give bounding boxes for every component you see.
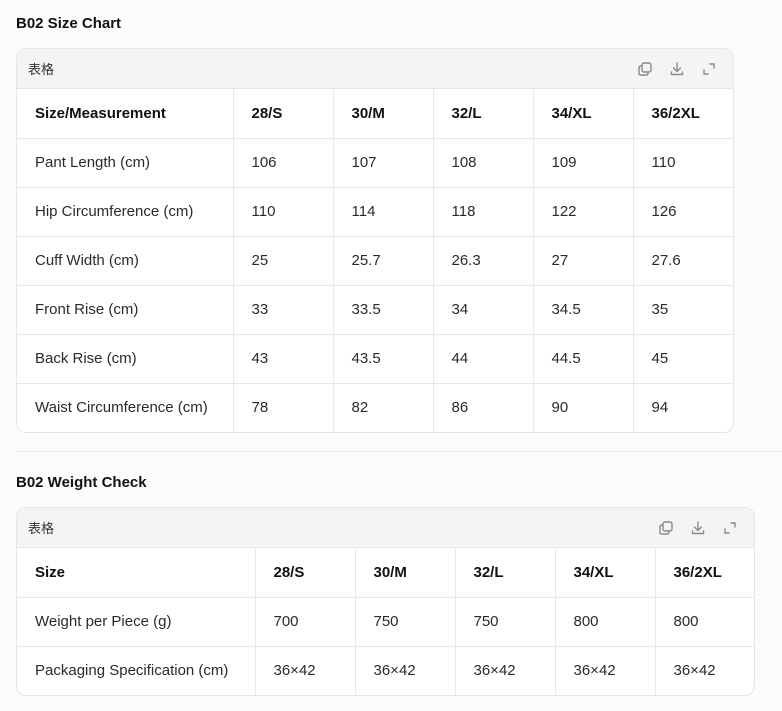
section-divider (16, 451, 782, 452)
table-cell: 94 (651, 399, 669, 417)
table-cell: Pant Length (cm) (17, 138, 234, 188)
weight-check-table: Size 28/S 30/M 32/L 34/XL 36/2XL Weight … (17, 548, 754, 695)
table-header-row: Size 28/S 30/M 32/L 34/XL 36/2XL (17, 548, 754, 598)
table-cell: 114 (333, 187, 434, 237)
table-cell: 126 (633, 187, 733, 237)
table-cell: 26.3 (433, 236, 534, 286)
column-header: 28/S (255, 548, 356, 598)
table-cell: 36×42 (555, 646, 656, 695)
column-header: 34/XL (533, 89, 634, 139)
table-header-row: Size/Measurement 28/S 30/M 32/L 34/XL 36… (17, 89, 733, 139)
table-cell: Waist Circumference (cm) (17, 383, 234, 432)
table-cell: 27 (533, 236, 634, 286)
table-cell: 34 (433, 285, 534, 335)
table-row: Hip Circumference (cm) 110 114 118 122 1… (17, 187, 733, 237)
table-row: Weight per Piece (g) 700 750 750 800 800 (17, 597, 754, 647)
table-cell: 82 (333, 383, 434, 432)
table-cell: 35 (633, 285, 733, 335)
table-cell: 800 (655, 597, 754, 647)
table-cell: 700 (255, 597, 356, 647)
table-cell: 86 (433, 383, 534, 432)
table-cell: 44 (433, 334, 534, 384)
table-cell: 118 (433, 187, 534, 237)
table-cell: Packaging Specification (cm) (17, 646, 256, 695)
table-cell: 36×42 (455, 646, 556, 695)
table-cell: 36×42 (673, 662, 716, 680)
column-header: 36/2XL (655, 548, 754, 598)
weight-check-title: B02 Weight Check (16, 474, 147, 491)
size-chart-card-header: 表格 (17, 49, 733, 89)
table-cell: 36×42 (255, 646, 356, 695)
download-icon[interactable] (667, 59, 687, 79)
expand-icon[interactable] (699, 59, 719, 79)
column-header: 34/XL (555, 548, 656, 598)
table-cell: 43 (233, 334, 334, 384)
table-cell: 44.5 (533, 334, 634, 384)
table-cell: 25 (233, 236, 334, 286)
table-cell: Weight per Piece (g) (17, 597, 256, 647)
size-chart-card: 表格 Size/Measurement 28/S 30/M 32/L 34/XL (16, 48, 734, 433)
column-header: 28/S (233, 89, 334, 139)
table-row: Pant Length (cm) 106 107 108 109 110 (17, 138, 733, 188)
download-icon[interactable] (688, 518, 708, 538)
table-cell: 34.5 (533, 285, 634, 335)
table-cell: Back Rise (cm) (17, 334, 234, 384)
table-cell: 78 (233, 383, 334, 432)
size-chart-table: Size/Measurement 28/S 30/M 32/L 34/XL 36… (17, 89, 733, 432)
card-label: 表格 (28, 63, 55, 78)
table-cell: 110 (633, 138, 733, 188)
table-cell: 122 (533, 187, 634, 237)
table-cell: 45 (633, 334, 733, 384)
column-header: Size (17, 548, 256, 598)
column-header: 30/M (355, 548, 456, 598)
table-cell: Hip Circumference (cm) (17, 187, 234, 237)
column-header: 36/2XL (633, 89, 733, 139)
card-toolbar (635, 59, 719, 79)
column-header: Size/Measurement (17, 89, 234, 139)
size-chart-title: B02 Size Chart (16, 15, 122, 32)
table-cell: Front Rise (cm) (17, 285, 234, 335)
table-cell: 43.5 (333, 334, 434, 384)
table-cell: 106 (233, 138, 334, 188)
table-cell: 27.6 (633, 236, 733, 286)
table-cell: 108 (433, 138, 534, 188)
expand-icon[interactable] (720, 518, 740, 538)
column-header: 30/M (333, 89, 434, 139)
table-row: Cuff Width (cm) 25 25.7 26.3 27 27.6 (17, 236, 733, 286)
table-cell: Cuff Width (cm) (17, 236, 234, 286)
table-cell: 90 (533, 383, 634, 432)
copy-icon[interactable] (635, 59, 655, 79)
column-header: 32/L (455, 548, 556, 598)
table-row: Front Rise (cm) 33 33.5 34 34.5 35 (17, 285, 733, 335)
table-cell: 750 (355, 597, 456, 647)
table-cell: 25.7 (333, 236, 434, 286)
table-cell: 33.5 (333, 285, 434, 335)
table-row: Back Rise (cm) 43 43.5 44 44.5 45 (17, 334, 733, 384)
weight-check-card-header: 表格 (17, 508, 754, 548)
column-header: 32/L (433, 89, 534, 139)
table-cell: 107 (333, 138, 434, 188)
table-row: Packaging Specification (cm) 36×42 36×42… (17, 646, 754, 695)
weight-check-card: 表格 Size 28/S 30/M 32/L 34/XL 36/2XL (16, 507, 755, 696)
table-row: Waist Circumference (cm) 78 82 86 90 94 (17, 383, 733, 432)
card-toolbar (656, 518, 740, 538)
table-cell: 33 (233, 285, 334, 335)
table-cell: 750 (455, 597, 556, 647)
table-cell: 110 (233, 187, 334, 237)
copy-icon[interactable] (656, 518, 676, 538)
table-cell: 109 (533, 138, 634, 188)
table-cell: 800 (555, 597, 656, 647)
card-label: 表格 (28, 522, 55, 537)
table-cell: 36×42 (355, 646, 456, 695)
